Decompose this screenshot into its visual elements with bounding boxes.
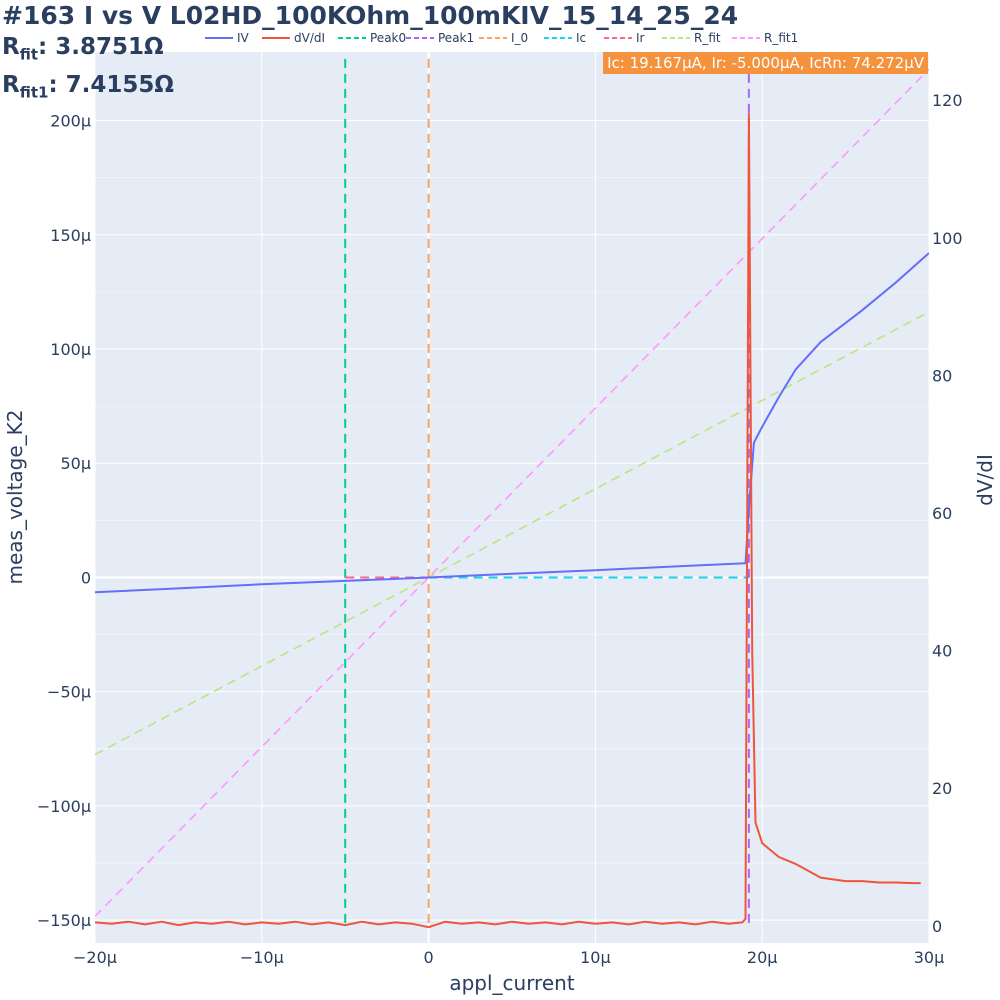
rfit-value: : 3.8751Ω [38,34,164,60]
legend-label: IV [237,31,250,45]
title-rfit1: Rfit1: 7.4155Ω [2,70,738,108]
fit-line-r-fit1 [95,68,929,917]
y-tick-label: −50μ [47,683,91,702]
legend-item-peak1[interactable]: Peak1 [406,31,474,45]
x-tick-label: 30μ [914,948,945,967]
legend-item-dv-di[interactable]: dV/dI [262,31,325,45]
y-axis-title: meas_voltage_K2 [3,409,27,584]
legend-label: Ir [636,31,645,45]
y-tick-label: 100μ [50,340,91,359]
series-dv-di [95,112,921,929]
x-tick-label: −20μ [73,948,117,967]
y-tick-label: 150μ [50,226,91,245]
legend-label: R_fit1 [764,31,798,45]
legend-label: R_fit [694,31,721,45]
legend-item-peak0[interactable]: Peak0 [338,31,406,45]
x-tick-label: 20μ [747,948,778,967]
trace-layer [95,58,929,929]
y-axis-ticks: −150μ −100μ −50μ 0 50μ 100μ 150μ 200μ [37,112,91,931]
y2-tick-label: 60 [932,504,952,523]
y2-tick-label: 120 [932,91,963,110]
rfit1-sub: fit1 [19,83,49,102]
fit-line-r-fit [95,311,929,756]
legend-label: Peak0 [370,31,406,45]
rfit1-label: R [2,71,20,98]
legend-label: I_0 [511,31,528,45]
y2-axis-title: dV/dI [973,454,997,506]
x-tick-label: 0 [424,948,434,967]
y-tick-label: 0 [81,568,91,587]
annotation-box: Ic: 19.167μA, Ir: -5.000μA, IcRn: 74.272… [603,52,928,74]
x-axis-ticks: −20μ −10μ 0 10μ 20μ 30μ [73,948,944,967]
rfit1-value: : 7.4155Ω [48,71,174,98]
y2-tick-label: 20 [932,779,952,798]
y-tick-label: −150μ [37,911,91,930]
legend-item-ir[interactable]: Ir [604,31,645,45]
title-rfit: Rfit: 3.8751Ω [2,32,738,70]
x-tick-label: −10μ [240,948,284,967]
legend-item-r-fit[interactable]: R_fit [662,31,721,45]
rfit-sub: fit [19,45,39,64]
y2-axis-ticks: 0 20 40 60 80 100 120 [932,91,963,936]
legend-item-ic[interactable]: Ic [544,31,586,45]
legend[interactable]: IV dV/dI Peak0 Peak1 I_0 Ic Ir R_fit R_fit1 [205,31,798,45]
legend-label: Peak1 [438,31,474,45]
legend-item-i-0[interactable]: I_0 [479,31,528,45]
y2-tick-label: 100 [932,229,963,248]
y2-tick-label: 80 [932,366,952,385]
y-tick-label: 200μ [50,112,91,131]
title-main: #163 I vs V L02HD_100KOhm_100mKIV_15_14_… [2,1,739,30]
y-tick-label: −100μ [37,797,91,816]
x-axis-title: appl_current [449,971,575,995]
legend-item-iv[interactable]: IV [205,31,250,45]
y2-tick-label: 40 [932,642,952,661]
y2-tick-label: 0 [932,917,942,936]
rfit-label: R [2,34,20,60]
x-tick-label: 10μ [580,948,611,967]
legend-label: dV/dI [294,31,325,45]
legend-item-r-fit1[interactable]: R_fit1 [732,31,798,45]
plot-background [95,52,929,943]
chart-title: #163 I vs V L02HD_100KOhm_100mKIV_15_14_… [2,0,738,107]
legend-label: Ic [576,31,586,45]
y-tick-label: 50μ [60,454,91,473]
